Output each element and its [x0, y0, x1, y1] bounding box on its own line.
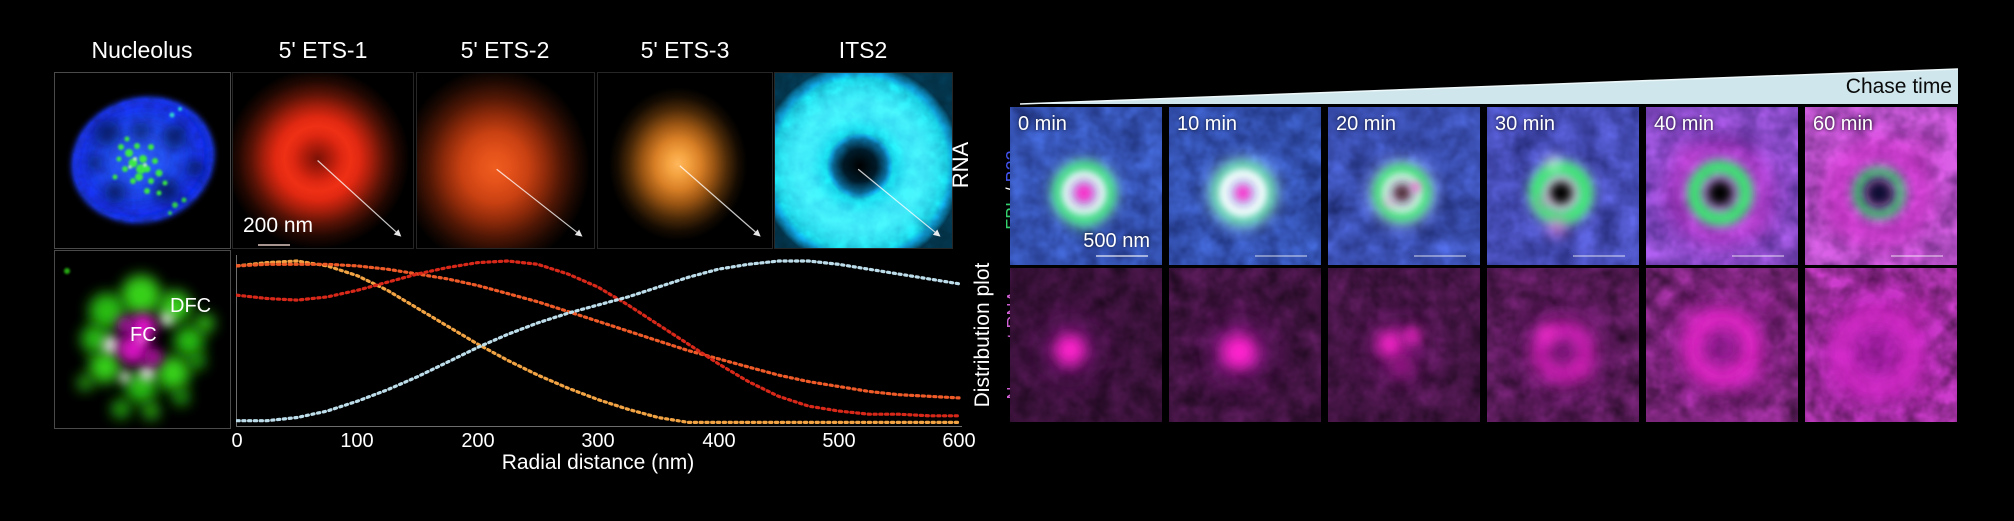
- 5ets3-micrograph: [597, 72, 773, 249]
- chase-panel-30min: 30 min: [1487, 107, 1639, 265]
- fbl-b23-signal: [1328, 107, 1480, 265]
- nascent-rna-panel-40min: [1646, 268, 1798, 422]
- x-tick-200: 200: [461, 430, 495, 452]
- nascent-rna-panel-30min: [1487, 268, 1639, 422]
- orange-signal: [598, 73, 772, 248]
- 5ets2-micrograph: [416, 72, 595, 249]
- nascent-rna-panel-20min: [1328, 268, 1480, 422]
- scale-bar: [1891, 255, 1943, 257]
- dfc-fc-structure: [55, 251, 230, 428]
- time-label: 40 min: [1654, 113, 1715, 135]
- chase-panel-10min: 10 min: [1169, 107, 1321, 265]
- scale-bar: [1414, 255, 1466, 257]
- column-title-5ets1: 5' ETS-1: [278, 37, 368, 63]
- nascent-rna-panel-0min: [1010, 268, 1162, 422]
- scale-bar: [1096, 255, 1148, 257]
- x-tick-500: 500: [822, 430, 856, 452]
- chase-panel-40min: 40 min: [1646, 107, 1798, 265]
- its2-micrograph: [774, 72, 953, 249]
- nucleolus-micrograph: [54, 72, 231, 249]
- scale-bar: [1255, 255, 1307, 257]
- fbl-b23-signal: [1487, 107, 1639, 265]
- fbl-b23-signal: [1169, 107, 1321, 265]
- column-title-nucleolus: Nucleolus: [91, 37, 193, 63]
- fbl-b23-signal: [1010, 107, 1162, 265]
- orange-red-signal: [417, 73, 594, 248]
- time-label: 60 min: [1813, 113, 1874, 135]
- chase-panel-60min: 60 min: [1805, 107, 1957, 265]
- time-label: 20 min: [1336, 113, 1397, 135]
- nascent-rna-panel-60min: [1805, 268, 1957, 422]
- nascent-rna-panel-10min: [1169, 268, 1321, 422]
- pointer-arrow-icon: [417, 73, 594, 248]
- time-label: 0 min: [1018, 113, 1067, 135]
- column-title-5ets2: 5' ETS-2: [460, 37, 550, 63]
- fbl-b23-signal: [1805, 107, 1957, 265]
- 5ets1-micrograph: 200 nm: [232, 72, 414, 249]
- x-tick-600: 600: [942, 430, 976, 452]
- time-label: 30 min: [1495, 113, 1556, 135]
- x-axis-title: Radial distance (nm): [501, 451, 695, 474]
- scale-bar: [1732, 255, 1784, 257]
- red-ring-signal: [233, 73, 413, 248]
- chase-panel-20min: 20 min: [1328, 107, 1480, 265]
- distribution-plot: [236, 255, 962, 427]
- scale-bar: [258, 244, 290, 246]
- time-label: 10 min: [1177, 113, 1238, 135]
- x-tick-100: 100: [340, 430, 374, 452]
- scale-bar-label: 200 nm: [243, 214, 314, 237]
- fc-label: FC: [130, 324, 157, 346]
- x-tick-400: 400: [702, 430, 736, 452]
- column-title-5ets3: 5' ETS-3: [640, 37, 730, 63]
- column-title-its2: ITS2: [838, 37, 888, 63]
- speckle-texture: [775, 73, 952, 248]
- pointer-arrow-icon: [233, 73, 413, 248]
- x-tick-300: 300: [581, 430, 615, 452]
- chase-panel-0min: 0 min 500 nm: [1010, 107, 1162, 265]
- x-tick-0: 0: [231, 430, 243, 452]
- dfc-fc-micrograph: DFC FC: [54, 250, 231, 429]
- chase-time-wedge: [1010, 59, 1970, 109]
- fbl-b23-signal: [1646, 107, 1798, 265]
- distribution-plot-row-label: Distribution plot: [971, 262, 994, 408]
- scale-bar: [1573, 255, 1625, 257]
- chase-time-label: Chase time: [1845, 75, 1952, 98]
- pointer-arrow-icon: [775, 73, 952, 248]
- dfc-label: DFC: [170, 295, 212, 317]
- pointer-arrow-icon: [598, 73, 772, 248]
- scale-bar-label: 500 nm: [1083, 230, 1150, 252]
